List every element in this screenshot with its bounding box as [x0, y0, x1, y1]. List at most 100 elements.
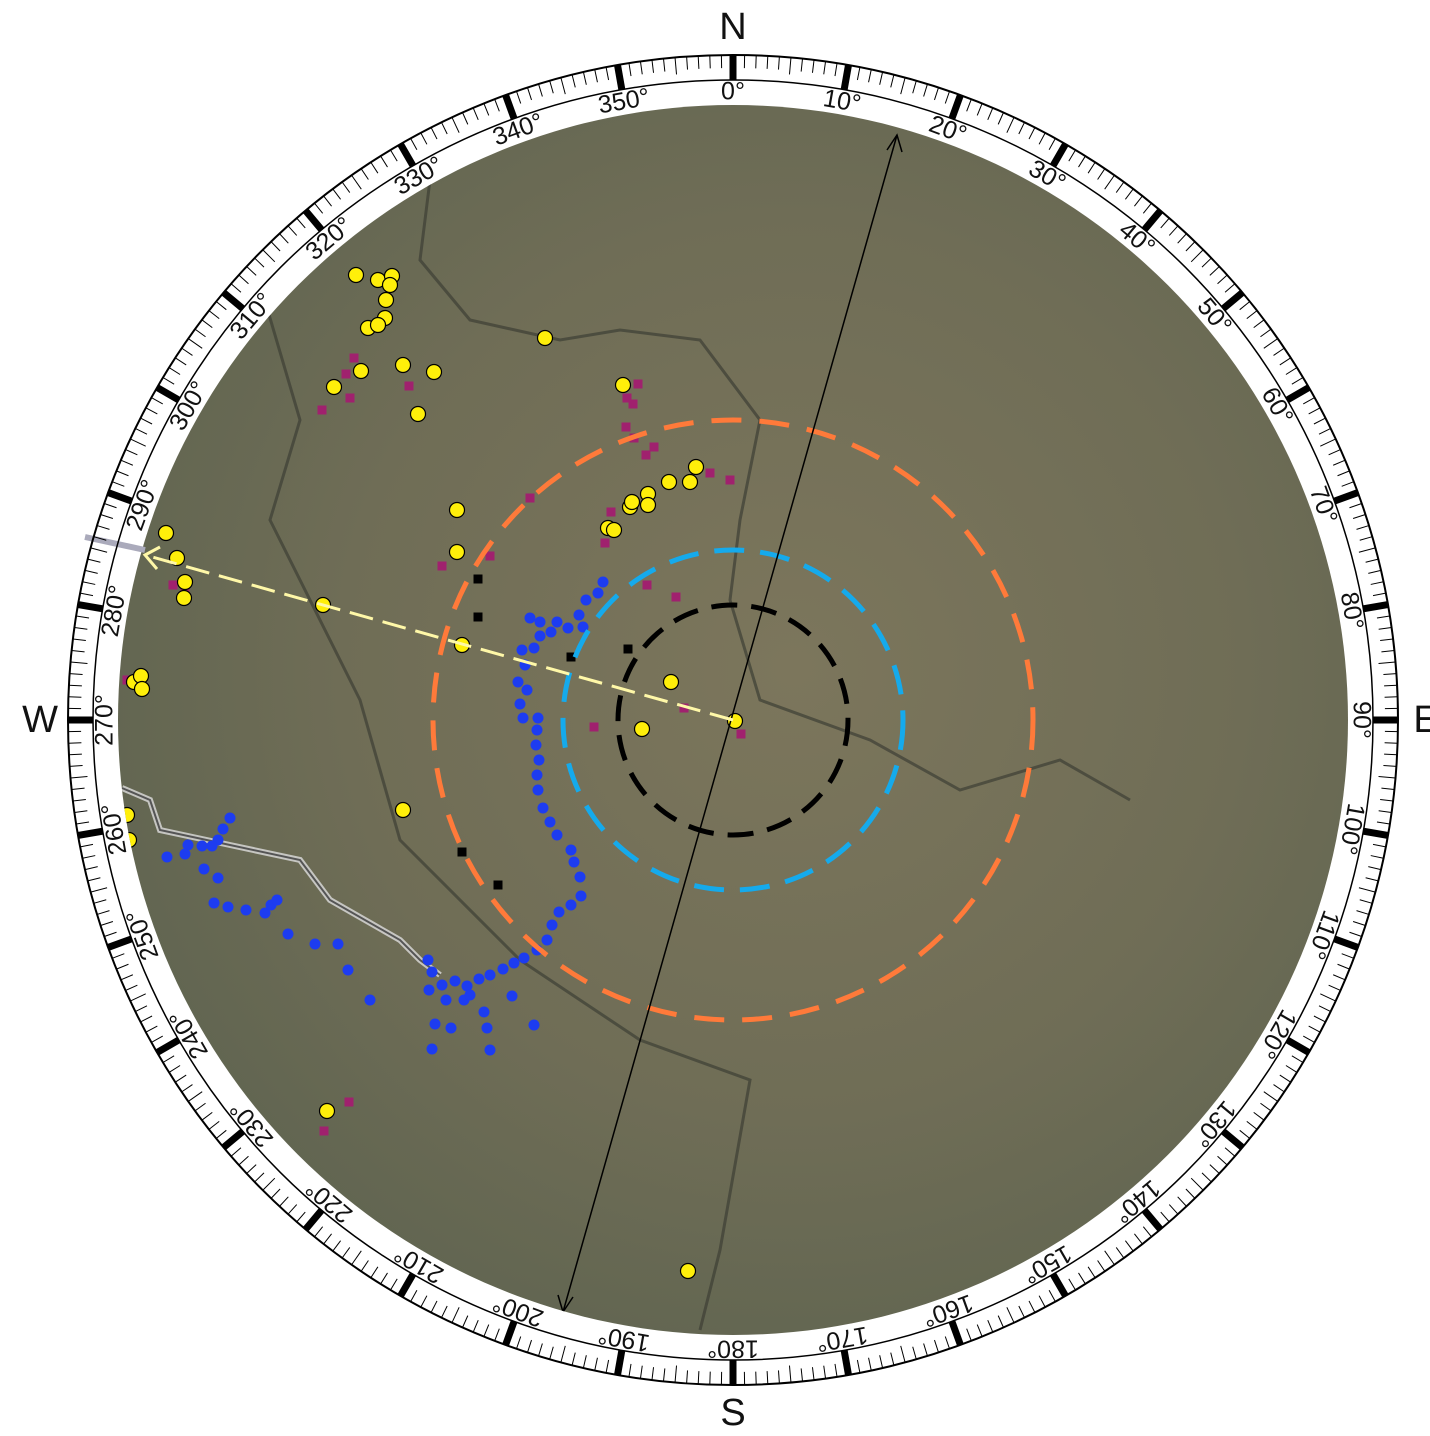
cardinal-label: W [22, 699, 58, 741]
minor-tick [332, 1240, 342, 1252]
minor-tick [879, 71, 884, 85]
minor-tick [215, 1129, 227, 1139]
blue-point [449, 975, 461, 987]
minor-tick [74, 626, 88, 630]
degree-label: 270° [91, 694, 119, 746]
minor-tick [1332, 459, 1346, 466]
blue-point [545, 626, 557, 638]
site-square [349, 353, 359, 363]
minor-tick [104, 503, 117, 509]
minor-tick [332, 188, 342, 200]
blue-point [512, 676, 524, 688]
site-square [679, 703, 689, 713]
blue-point [426, 1043, 438, 1055]
minor-tick [651, 59, 655, 73]
minor-tick [111, 481, 125, 487]
minor-tick [594, 1357, 598, 1371]
yellow-point [157, 524, 175, 542]
middle-range-ring [560, 547, 906, 893]
minor-tick [1352, 921, 1366, 926]
blue-point [422, 954, 434, 966]
blue-point [179, 848, 191, 860]
minor-tick [1378, 626, 1392, 630]
minor-tick [238, 274, 249, 285]
minor-tick [270, 241, 281, 252]
site-square [589, 722, 599, 732]
minor-tick [1358, 887, 1376, 893]
minor-tick [1320, 993, 1336, 1002]
minor-tick [246, 1164, 257, 1174]
yellow-point [687, 458, 705, 476]
major-tick [302, 1208, 325, 1232]
direction-arrowhead [142, 545, 161, 570]
minor-tick [208, 310, 220, 319]
blue-point [597, 576, 609, 588]
minor-tick [71, 649, 85, 653]
yellow-point [352, 362, 370, 380]
minor-tick [72, 638, 86, 642]
minor-tick [777, 1370, 780, 1384]
site-square [621, 422, 631, 432]
yellow-point [394, 801, 412, 819]
minor-tick [1308, 407, 1321, 415]
minor-tick [1356, 910, 1370, 915]
minor-tick [1260, 328, 1272, 338]
minor-tick [270, 1188, 281, 1199]
minor-tick [1381, 787, 1395, 791]
station-square [493, 880, 503, 890]
yellow-point [133, 680, 151, 698]
minor-tick [238, 1155, 249, 1166]
blue-point [342, 964, 354, 976]
minor-tick [1168, 225, 1179, 236]
minor-tick [1359, 899, 1373, 904]
minor-tick [93, 899, 107, 904]
minor-tick [410, 138, 418, 150]
minor-tick [934, 1339, 939, 1353]
blue-point [217, 823, 229, 835]
site-square [319, 1126, 329, 1136]
minor-tick [697, 1371, 700, 1385]
minor-tick [1142, 1226, 1152, 1238]
minor-tick [90, 887, 108, 893]
minor-tick [125, 449, 138, 456]
minor-tick [420, 1295, 428, 1308]
major-tick [397, 1272, 417, 1298]
minor-tick [1087, 1266, 1096, 1278]
minor-tick [1376, 615, 1390, 619]
minor-tick [1365, 558, 1379, 563]
minor-tick [1097, 168, 1106, 180]
minor-tick [472, 107, 479, 121]
blue-point [461, 980, 473, 992]
minor-tick [168, 1065, 181, 1073]
minor-tick [1378, 661, 1396, 665]
site-square [317, 405, 327, 415]
minor-tick [639, 61, 643, 75]
minor-tick [215, 301, 227, 311]
site-square [600, 538, 610, 548]
station-square [566, 652, 576, 662]
blue-point [423, 984, 435, 996]
minor-tick [462, 1315, 469, 1328]
minor-tick [70, 775, 88, 779]
minor-tick [1273, 1084, 1285, 1093]
major-tick [614, 64, 626, 91]
minor-tick [451, 1307, 460, 1323]
minor-tick [230, 283, 242, 293]
minor-tick [314, 202, 324, 214]
minor-tick [605, 1359, 610, 1373]
markers [118, 266, 746, 1280]
minor-tick [1303, 397, 1315, 405]
blue-point [524, 612, 536, 624]
minor-tick [697, 55, 700, 69]
arrow-tail [84, 534, 146, 553]
minor-tick [69, 764, 83, 767]
minor-tick [69, 673, 83, 676]
major-tick [155, 384, 181, 404]
minor-tick [76, 615, 90, 619]
minor-tick [430, 1300, 438, 1313]
major-tick [948, 1320, 964, 1347]
blue-point [532, 784, 544, 796]
minor-tick [1372, 843, 1386, 848]
blue-point [518, 952, 530, 964]
